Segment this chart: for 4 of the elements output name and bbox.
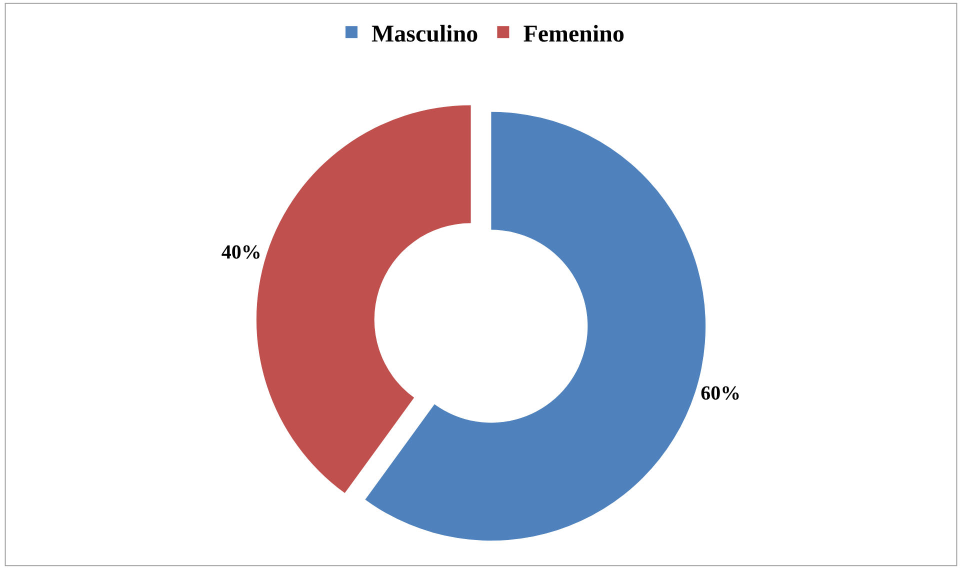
legend-label: Femenino [523, 21, 625, 48]
data-label: 60% [700, 382, 741, 405]
data-label: 40% [221, 241, 262, 264]
legend-label: Masculino [372, 21, 478, 48]
